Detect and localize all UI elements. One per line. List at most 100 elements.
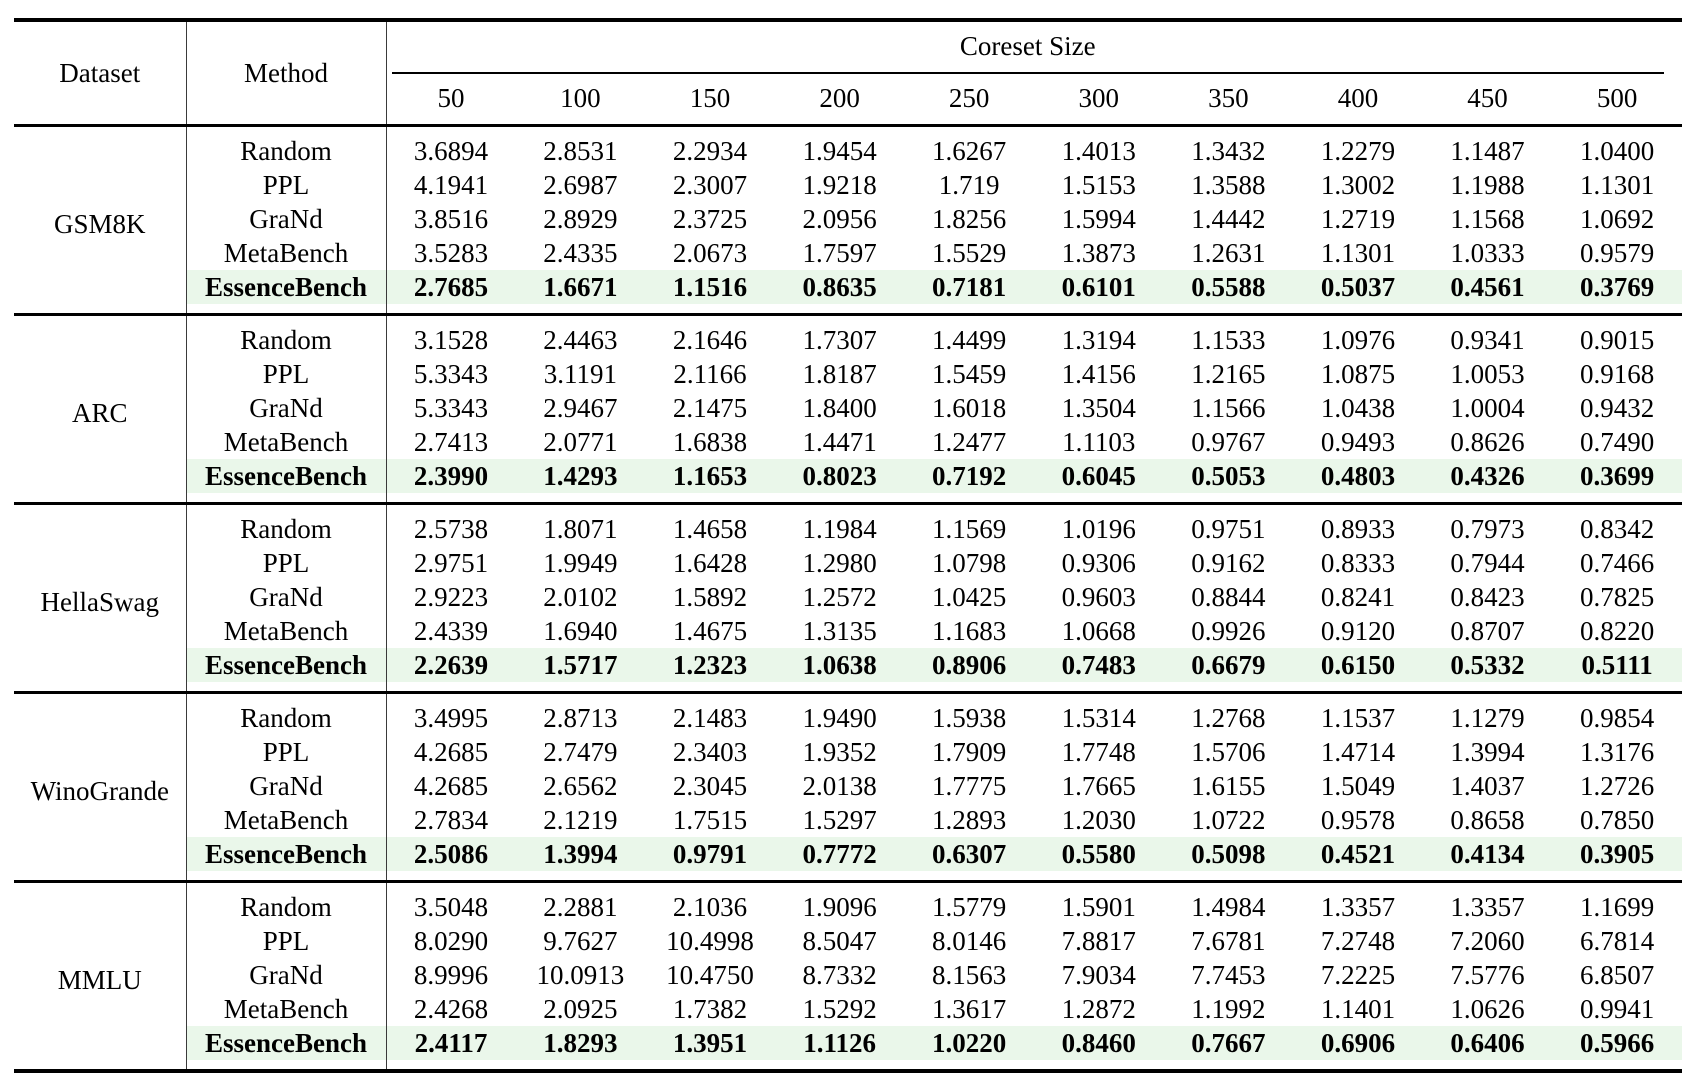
method-label: Random [185, 503, 386, 546]
value-cell: 7.6781 [1191, 926, 1266, 956]
value-cell: 10.0913 [536, 960, 625, 990]
value-cell: 1.3951 [645, 1026, 775, 1060]
value-cell: 1.0400 [1580, 136, 1655, 166]
dataset-block-winogrande: WinoGrande Random 3.4995 2.8713 2.1483 1.9490… [14, 692, 1682, 882]
value-cell: 0.4561 [1422, 270, 1553, 304]
value-cell: 8.5047 [802, 926, 877, 956]
method-label: EssenceBench [185, 648, 386, 682]
value-cell: 0.9767 [1191, 427, 1266, 457]
coreset-results-table: Dataset Method Coreset Size 50 100 150 200 2… [14, 18, 1682, 1073]
value-cell: 0.8241 [1320, 582, 1396, 612]
value-cell: 0.6045 [1033, 459, 1164, 493]
value-cell: 0.3769 [1552, 270, 1682, 304]
value-cell: 1.1566 [1191, 393, 1266, 423]
table-row: PPL 8.0290 9.7627 10.4998 8.5047 8.0146 7.8817… [14, 924, 1682, 958]
value-cell: 2.1036 [672, 892, 748, 922]
value-cell: 7.9034 [1061, 960, 1136, 990]
table-row: WinoGrande Random 3.4995 2.8713 2.1483 1.9490… [14, 692, 1682, 806]
method-label: Random [185, 314, 386, 357]
method-label: MetaBench [185, 614, 386, 648]
value-cell: 2.0925 [543, 994, 618, 1024]
value-cell: 1.0333 [1450, 238, 1525, 268]
value-cell: 0.7483 [1033, 648, 1164, 682]
block-spacer [14, 304, 1682, 315]
value-cell: 2.3045 [672, 771, 748, 801]
value-cell: 4.2685 [385, 735, 516, 769]
value-cell: 1.0692 [1580, 204, 1655, 234]
column-header-size-250: 250 [948, 83, 990, 113]
dataset-block-mmlu: MMLU Random 3.5048 2.2881 2.1036 1.9096 1.5779… [14, 881, 1682, 1071]
value-cell: 1.7775 [932, 771, 1007, 801]
value-cell: 10.4998 [666, 926, 754, 956]
value-cell: 3.5048 [385, 881, 516, 924]
value-cell: 0.9493 [1320, 427, 1396, 457]
table-row: EssenceBench 2.7685 1.6671 1.1516 0.8635 0.71… [14, 270, 1682, 304]
value-cell: 2.5086 [385, 837, 516, 871]
value-cell: 1.5717 [515, 648, 646, 682]
value-cell: 8.9996 [385, 958, 516, 992]
value-cell: 0.5037 [1293, 270, 1423, 304]
table-row: MMLU Random 3.5048 2.2881 2.1036 1.9096 1.5779… [14, 881, 1682, 995]
value-cell: 0.8906 [904, 648, 1034, 682]
table-row: ARC Random 3.1528 2.4463 2.1646 1.7307 1.4499 1… [14, 314, 1682, 428]
table-row: MetaBench 3.5283 2.4335 2.0673 1.7597 1.5529 1… [14, 236, 1682, 270]
value-cell: 0.4134 [1422, 837, 1553, 871]
value-cell: 1.0196 [1061, 514, 1136, 544]
dataset-label: ARC [71, 397, 128, 428]
table-row: GraNd 8.9996 10.0913 10.4750 8.7332 8.1563 7.9… [14, 958, 1682, 992]
value-cell: 1.4293 [515, 459, 646, 493]
value-cell: 0.9120 [1320, 616, 1396, 646]
value-cell: 1.1699 [1580, 892, 1655, 922]
value-cell: 1.1279 [1450, 703, 1525, 733]
method-label: GraNd [185, 769, 386, 803]
value-cell: 2.7685 [385, 270, 516, 304]
value-cell: 3.6894 [385, 125, 516, 168]
value-cell: 0.8220 [1580, 616, 1655, 646]
value-cell: 1.7515 [672, 805, 748, 835]
value-cell: 2.0956 [802, 204, 877, 234]
value-cell: 0.7181 [904, 270, 1034, 304]
value-cell: 1.1568 [1450, 204, 1525, 234]
table-row: GraNd 3.8516 2.8929 2.3725 2.0956 1.8256 1.599… [14, 202, 1682, 236]
value-cell: 1.5938 [932, 703, 1007, 733]
coreset-size-label: Coreset Size [391, 22, 1664, 74]
column-header-size-50: 50 [385, 74, 516, 126]
value-cell: 2.2639 [385, 648, 516, 682]
value-cell: 1.1103 [1062, 427, 1136, 457]
value-cell: 1.2893 [932, 805, 1007, 835]
value-cell: 1.2165 [1191, 359, 1266, 389]
column-header-size-450: 450 [1467, 83, 1508, 113]
dataset-label: HellaSwag [40, 586, 159, 617]
value-cell: 1.9352 [802, 737, 877, 767]
method-label: Random [185, 881, 386, 924]
value-cell: 1.3002 [1320, 170, 1396, 200]
table-row: EssenceBench 2.2639 1.5717 1.2323 1.0638 0.89… [14, 648, 1682, 682]
value-cell: 1.3504 [1061, 393, 1136, 423]
value-cell: 0.7466 [1580, 548, 1655, 578]
method-label: GraNd [185, 202, 386, 236]
method-label: EssenceBench [185, 1026, 386, 1060]
method-label: PPL [185, 735, 386, 769]
value-cell: 0.5588 [1163, 270, 1294, 304]
value-cell: 0.7192 [904, 459, 1034, 493]
value-cell: 1.8400 [802, 393, 877, 423]
value-cell: 1.1992 [1191, 994, 1266, 1024]
value-cell: 7.7453 [1191, 960, 1266, 990]
value-cell: 1.2768 [1191, 703, 1266, 733]
value-cell: 1.4984 [1191, 892, 1266, 922]
value-cell: 7.8817 [1061, 926, 1136, 956]
value-cell: 2.4339 [385, 614, 516, 648]
column-header-method: Method [185, 20, 386, 126]
value-cell: 1.2572 [802, 582, 877, 612]
column-header-size-200: 200 [819, 83, 860, 113]
column-header-size-350: 350 [1208, 83, 1249, 113]
method-label: GraNd [185, 958, 386, 992]
value-cell: 0.8844 [1191, 582, 1266, 612]
value-cell: 0.5580 [1033, 837, 1164, 871]
value-cell: 1.4714 [1320, 737, 1396, 767]
value-cell: 1.4675 [672, 616, 748, 646]
value-cell: 5.3343 [385, 357, 516, 391]
value-cell: 1.2719 [1320, 204, 1396, 234]
value-cell: 0.9306 [1061, 548, 1136, 578]
method-label: PPL [185, 546, 386, 580]
